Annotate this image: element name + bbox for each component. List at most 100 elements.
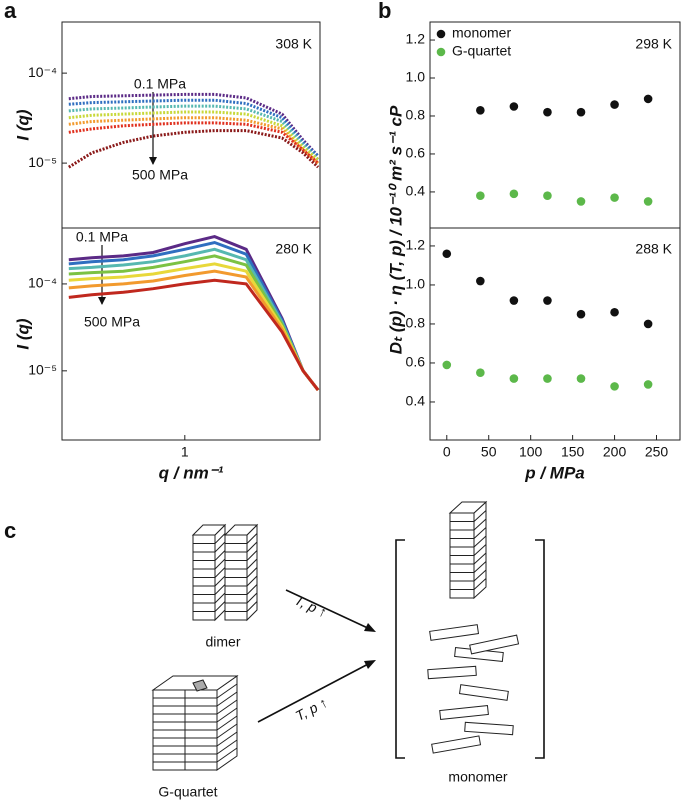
slab-edge	[214, 558, 226, 570]
slab-edge	[216, 715, 238, 731]
slab-edge	[214, 533, 226, 544]
slab	[224, 534, 248, 544]
x-tick-label: 150	[561, 444, 585, 460]
slab	[449, 555, 475, 565]
slab	[192, 551, 216, 561]
arrow	[285, 589, 373, 631]
point	[509, 296, 519, 305]
slab-edge	[216, 683, 238, 699]
point	[643, 319, 653, 329]
arrowhead	[364, 623, 376, 632]
diagram-label: G-quartet	[158, 784, 217, 800]
point	[576, 374, 586, 383]
slab	[224, 585, 248, 595]
y-tick-label: 0.6	[406, 354, 426, 370]
diagram-label: dimer	[205, 634, 240, 650]
slab-edge	[216, 707, 238, 723]
bracket	[395, 539, 405, 759]
slab	[224, 551, 248, 561]
y-axis-label: I (q)	[13, 109, 32, 140]
point	[442, 249, 452, 259]
point	[576, 197, 586, 206]
point	[543, 374, 552, 383]
y-tick-label: 1.2	[406, 31, 426, 47]
panel-label: a	[4, 0, 17, 23]
diagram: dimer G-quartet monomer T, p ↑ T, p ↑	[151, 500, 545, 800]
slab	[192, 560, 216, 570]
x-tick-label: 250	[645, 444, 669, 460]
curve	[68, 92, 320, 158]
y-tick-label: 10⁻⁵	[28, 362, 57, 378]
slab-edge	[246, 584, 258, 595]
point	[543, 296, 552, 305]
bracket	[535, 539, 545, 759]
point	[543, 107, 552, 117]
point	[509, 189, 519, 199]
point	[576, 107, 586, 117]
plot-frame	[429, 227, 681, 441]
y-tick-label: 10⁻⁴	[28, 64, 57, 80]
slab-edge	[246, 567, 258, 578]
slab-edge	[214, 550, 226, 561]
arrow-label: T, p ↑	[293, 694, 330, 724]
point	[476, 191, 485, 201]
slab-edge	[214, 592, 226, 604]
point	[509, 374, 519, 383]
point	[509, 102, 519, 111]
slab	[224, 568, 248, 578]
slab-edge	[214, 601, 226, 612]
arrowhead	[149, 157, 157, 165]
y-tick-label: 0.4	[406, 183, 426, 199]
slab	[192, 611, 216, 621]
plot-frame	[61, 227, 321, 441]
legend-label: monomer	[452, 25, 511, 41]
slab	[449, 512, 475, 522]
point	[543, 191, 552, 201]
slab-edge	[473, 510, 487, 522]
panel-label: b	[378, 0, 391, 23]
slab	[449, 529, 475, 539]
slab-mark	[192, 679, 208, 692]
slab-edge	[473, 544, 487, 556]
slab-edge	[246, 533, 258, 544]
x-tick-label: 50	[481, 444, 497, 460]
slab-edge	[246, 575, 258, 587]
slab-edge	[473, 569, 487, 582]
loose-slab	[439, 704, 489, 721]
slab-edge	[473, 561, 487, 573]
y-tick-label: 1.2	[406, 237, 426, 253]
slab	[224, 543, 248, 553]
annotation: 288 K	[635, 241, 672, 257]
slab-edge	[473, 578, 487, 590]
slab	[449, 572, 475, 582]
loose-slab	[464, 721, 514, 736]
curve	[68, 278, 320, 392]
y-tick-label: 10⁻⁴	[28, 275, 57, 291]
y-tick-label: 0.6	[406, 145, 426, 161]
slab-edge	[214, 575, 226, 587]
curve	[68, 116, 320, 165]
slab	[449, 521, 475, 531]
slab-edge	[214, 584, 226, 595]
slab-edge	[216, 691, 238, 707]
y-axis-label: I (q)	[13, 318, 32, 349]
arrow	[257, 661, 373, 723]
slab	[192, 568, 216, 578]
slab-edge	[473, 518, 487, 531]
x-tick-label: 0	[443, 444, 451, 460]
loose-slab	[429, 624, 480, 641]
curve	[68, 98, 320, 158]
slab	[224, 577, 248, 587]
slab-top	[223, 524, 259, 536]
point	[610, 382, 619, 391]
slab	[449, 589, 475, 599]
slab	[192, 543, 216, 553]
slab-edge	[216, 747, 238, 763]
annotation: 0.1 MPa	[76, 229, 128, 245]
annotation: 500 MPa	[84, 314, 140, 330]
annotation: 308 K	[275, 36, 312, 52]
y-axis-label: Dₜ (p) · η (T, p) / 10⁻¹⁰ m² s⁻¹ cP	[386, 105, 405, 354]
x-tick-label: 200	[603, 444, 627, 460]
point	[643, 380, 653, 389]
slab-edge	[214, 567, 226, 578]
